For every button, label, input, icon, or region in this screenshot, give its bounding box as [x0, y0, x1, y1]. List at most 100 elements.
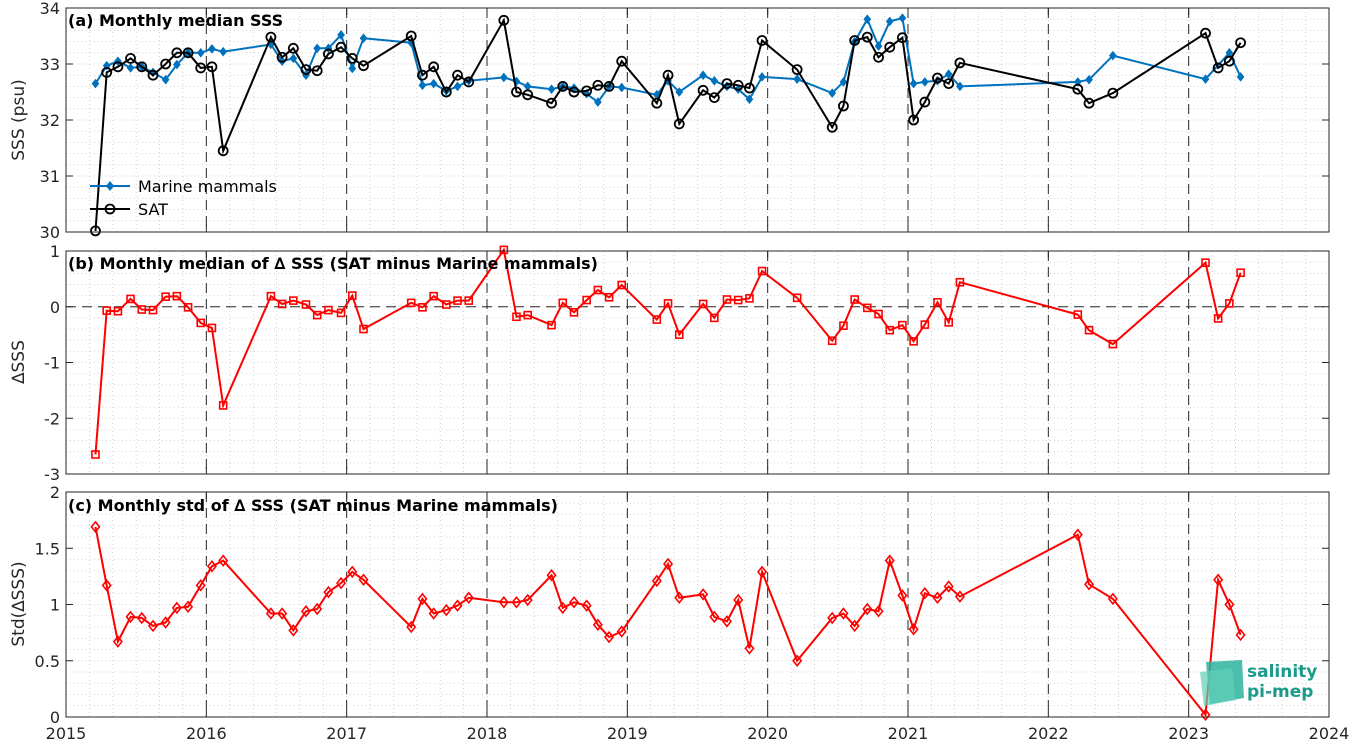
- data-point: [675, 87, 684, 97]
- data-point: [464, 296, 474, 305]
- data-point: [102, 306, 111, 315]
- data-point: [336, 576, 347, 590]
- data-point: [1223, 55, 1235, 67]
- data-point: [1108, 50, 1117, 61]
- data-point: [932, 72, 943, 84]
- legend: Marine mammals SAT: [90, 177, 277, 219]
- data-point: [418, 80, 427, 91]
- y-tick-label: -1: [44, 354, 60, 373]
- x-tick-label: 2024: [1309, 724, 1350, 743]
- data-point: [148, 305, 158, 315]
- data-point: [218, 554, 229, 567]
- y-tick-label: -3: [44, 465, 60, 484]
- panel-c-ylabel: Std(∆SSS): [9, 561, 29, 646]
- data-point: [172, 59, 181, 70]
- data-point: [183, 303, 193, 312]
- data-point: [1225, 299, 1234, 308]
- data-point: [147, 619, 159, 633]
- x-tick-label: 2021: [888, 724, 929, 743]
- data-point: [827, 336, 837, 346]
- legend-marine-mammals-label: Marine mammals: [138, 177, 277, 196]
- data-point: [863, 303, 872, 313]
- data-point: [897, 589, 908, 602]
- data-point: [289, 53, 298, 64]
- data-point: [266, 291, 276, 301]
- data-point: [359, 33, 368, 44]
- data-point: [744, 642, 755, 655]
- data-point: [863, 14, 872, 25]
- data-point: [850, 295, 859, 304]
- data-point: [616, 625, 627, 638]
- data-point: [791, 64, 803, 75]
- data-point: [708, 92, 720, 103]
- data-point: [312, 310, 322, 320]
- data-point: [673, 118, 685, 130]
- data-point: [1236, 71, 1245, 82]
- data-point: [206, 61, 218, 73]
- data-point: [1200, 708, 1211, 722]
- data-point: [136, 61, 148, 73]
- data-point: [826, 121, 838, 133]
- data-point: [452, 599, 463, 612]
- data-point: [313, 43, 322, 54]
- data-point: [861, 31, 873, 43]
- data-point: [1201, 258, 1210, 268]
- data-point: [347, 565, 358, 579]
- logo-line1: salinity: [1247, 662, 1317, 682]
- legend-sat-marker: [104, 203, 116, 215]
- data-point: [954, 590, 965, 603]
- data-point: [885, 16, 894, 27]
- data-point: [418, 303, 427, 312]
- data-point: [406, 298, 416, 308]
- x-tick-label: 2020: [747, 724, 788, 743]
- data-point: [441, 603, 452, 617]
- data-point: [792, 293, 802, 303]
- data-point: [160, 616, 171, 629]
- data-point: [337, 29, 345, 40]
- data-point: [171, 601, 182, 615]
- data-point: [956, 81, 964, 92]
- data-point: [1107, 87, 1119, 99]
- data-point: [932, 591, 943, 605]
- data-point: [358, 573, 369, 587]
- panel-a-series-sat: [90, 14, 1246, 237]
- data-point: [336, 308, 346, 318]
- data-point: [347, 291, 357, 300]
- panel-b-series-0: [91, 245, 1245, 459]
- data-point: [277, 607, 288, 620]
- y-tick-label: -2: [44, 409, 60, 428]
- data-point: [547, 320, 556, 330]
- data-point: [440, 86, 452, 98]
- data-point: [873, 51, 884, 63]
- data-point: [862, 602, 873, 616]
- panel-a: 30 31 32 33 34: [40, 0, 1330, 242]
- data-point: [1108, 339, 1118, 349]
- data-point: [581, 599, 592, 612]
- data-point: [581, 85, 593, 97]
- data-point: [884, 554, 895, 567]
- data-point: [171, 47, 183, 59]
- data-point: [358, 60, 369, 72]
- data-point: [276, 51, 288, 63]
- data-point: [1200, 27, 1211, 39]
- data-point: [1213, 573, 1224, 587]
- data-point: [113, 306, 123, 316]
- data-point: [792, 654, 803, 668]
- data-point: [920, 77, 929, 87]
- data-point: [849, 619, 860, 633]
- data-point: [733, 295, 743, 305]
- data-point: [101, 579, 112, 592]
- data-point: [546, 568, 557, 582]
- data-point: [335, 41, 347, 53]
- data-point: [908, 622, 919, 636]
- data-point: [265, 31, 277, 43]
- data-point: [137, 305, 147, 314]
- data-point: [300, 64, 312, 75]
- data-point: [217, 145, 229, 157]
- x-tick-label: 2018: [467, 724, 508, 743]
- data-point: [557, 81, 569, 92]
- data-point: [908, 114, 920, 126]
- data-point: [112, 61, 124, 73]
- data-point: [499, 245, 509, 255]
- data-point: [874, 309, 883, 319]
